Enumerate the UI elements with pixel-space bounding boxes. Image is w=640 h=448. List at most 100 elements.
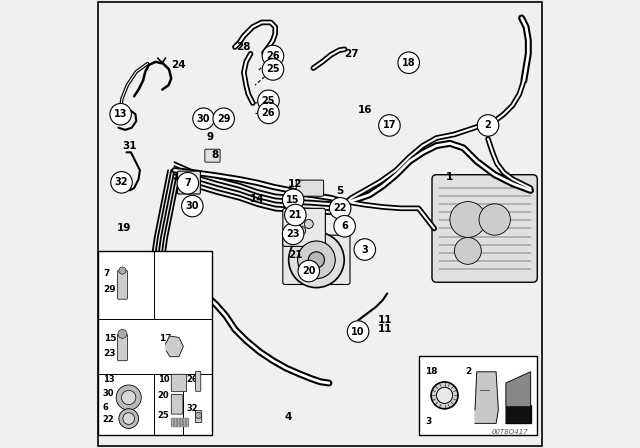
Text: 20: 20	[158, 391, 170, 400]
Text: 21: 21	[289, 210, 302, 220]
FancyBboxPatch shape	[118, 334, 127, 361]
Text: 30: 30	[103, 388, 114, 397]
Circle shape	[398, 52, 419, 73]
Circle shape	[289, 232, 344, 288]
Circle shape	[296, 214, 305, 223]
Text: 23: 23	[286, 229, 300, 239]
Text: 30: 30	[196, 114, 211, 124]
Text: 00T8O417: 00T8O417	[492, 429, 529, 435]
Text: 18: 18	[402, 58, 415, 68]
FancyBboxPatch shape	[419, 356, 538, 435]
Circle shape	[193, 108, 214, 129]
Text: 2: 2	[466, 367, 472, 376]
Circle shape	[182, 195, 203, 217]
FancyBboxPatch shape	[195, 410, 202, 422]
Circle shape	[450, 202, 486, 237]
Circle shape	[213, 108, 234, 129]
Circle shape	[195, 412, 202, 418]
Text: 1: 1	[446, 172, 454, 182]
Text: 11: 11	[378, 324, 392, 334]
Text: 15: 15	[104, 334, 116, 343]
Circle shape	[123, 413, 134, 424]
Circle shape	[110, 103, 131, 125]
Circle shape	[308, 252, 324, 268]
FancyBboxPatch shape	[99, 251, 212, 435]
Text: 8: 8	[211, 150, 218, 159]
Circle shape	[334, 215, 355, 237]
Text: 7: 7	[104, 269, 110, 278]
Circle shape	[116, 385, 141, 410]
Text: 22: 22	[103, 415, 115, 424]
Circle shape	[431, 382, 458, 409]
FancyBboxPatch shape	[172, 394, 183, 414]
Text: 3: 3	[425, 417, 431, 426]
Text: 15: 15	[286, 195, 300, 205]
Text: 13: 13	[114, 109, 127, 119]
Text: 25: 25	[158, 411, 170, 420]
Circle shape	[348, 321, 369, 342]
Text: 18: 18	[425, 367, 438, 376]
Circle shape	[379, 115, 400, 136]
Text: 11: 11	[378, 315, 392, 325]
Text: 26: 26	[186, 375, 198, 384]
Text: 19: 19	[117, 224, 131, 233]
Circle shape	[282, 223, 304, 245]
Text: 29: 29	[217, 114, 230, 124]
FancyBboxPatch shape	[283, 235, 350, 284]
Circle shape	[436, 387, 452, 404]
Text: 20: 20	[302, 266, 316, 276]
Text: 13: 13	[103, 375, 115, 384]
Circle shape	[297, 226, 306, 235]
Circle shape	[479, 204, 511, 235]
Text: 30: 30	[186, 201, 199, 211]
Text: 5: 5	[337, 186, 344, 196]
Text: 28: 28	[237, 42, 251, 52]
Text: 16: 16	[358, 105, 372, 115]
Text: 23: 23	[104, 349, 116, 358]
Text: 25: 25	[262, 96, 275, 106]
Circle shape	[285, 204, 306, 226]
Text: 10: 10	[351, 327, 365, 336]
Polygon shape	[172, 418, 188, 426]
Text: 25: 25	[266, 65, 280, 74]
Circle shape	[330, 198, 351, 219]
FancyBboxPatch shape	[172, 374, 186, 392]
Text: 6: 6	[103, 403, 109, 412]
Text: 2: 2	[484, 121, 492, 130]
Text: 14: 14	[250, 194, 264, 204]
Circle shape	[298, 241, 335, 279]
Circle shape	[477, 115, 499, 136]
Text: 32: 32	[186, 404, 198, 413]
Text: 7: 7	[184, 178, 191, 188]
Text: 17: 17	[159, 334, 172, 343]
Text: 26: 26	[262, 108, 275, 118]
FancyBboxPatch shape	[99, 2, 541, 446]
FancyBboxPatch shape	[195, 371, 201, 391]
Circle shape	[258, 102, 279, 124]
Text: 29: 29	[104, 285, 116, 294]
Text: 6: 6	[341, 221, 348, 231]
FancyBboxPatch shape	[283, 208, 325, 246]
Circle shape	[119, 267, 126, 274]
Text: 3: 3	[362, 245, 368, 254]
Circle shape	[262, 45, 284, 67]
Circle shape	[111, 172, 132, 193]
Circle shape	[119, 409, 139, 428]
FancyBboxPatch shape	[205, 149, 220, 162]
Text: 4: 4	[285, 412, 292, 422]
Circle shape	[262, 59, 284, 80]
Circle shape	[298, 260, 319, 282]
Text: 21: 21	[288, 250, 303, 260]
Circle shape	[177, 172, 198, 194]
Polygon shape	[475, 372, 499, 423]
FancyBboxPatch shape	[296, 180, 324, 196]
Polygon shape	[506, 405, 531, 423]
Circle shape	[304, 220, 314, 228]
Circle shape	[354, 239, 376, 260]
Text: 31: 31	[122, 141, 137, 151]
Circle shape	[122, 390, 136, 405]
FancyBboxPatch shape	[177, 171, 200, 194]
Polygon shape	[165, 336, 183, 357]
Text: 32: 32	[115, 177, 128, 187]
FancyBboxPatch shape	[432, 175, 538, 282]
